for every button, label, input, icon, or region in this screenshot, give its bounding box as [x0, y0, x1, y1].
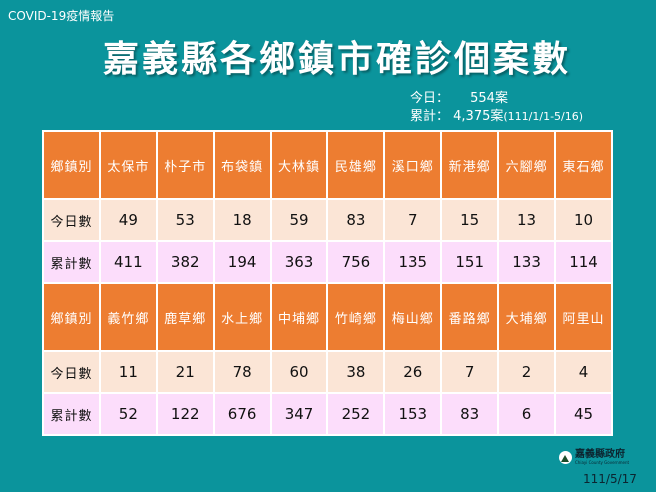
today-summary-label: 今日： [410, 91, 450, 106]
total-count: 676 [212, 392, 272, 436]
town-name: 番路鄉 [440, 282, 500, 352]
town-name: 大林鎮 [269, 130, 329, 200]
town-name: 竹崎鄉 [326, 282, 386, 352]
today-count: 38 [326, 350, 386, 394]
total-summary-label: 累計： [410, 109, 450, 124]
today-count: 18 [212, 198, 272, 242]
total-count: 45 [554, 392, 613, 436]
row-label-town: 鄉鎮別 [42, 130, 101, 200]
town-name: 朴子市 [155, 130, 215, 200]
total-count: 153 [383, 392, 443, 436]
total-count: 83 [440, 392, 500, 436]
today-count: 11 [98, 350, 158, 394]
today-count: 4 [554, 350, 613, 394]
total-count: 756 [326, 240, 386, 284]
today-count: 78 [212, 350, 272, 394]
town-name: 大埔鄉 [497, 282, 557, 352]
town-name: 布袋鎮 [212, 130, 272, 200]
report-tag: COVID-19疫情報告 [8, 9, 115, 23]
total-count-row: 累計數 52 122 676 347 252 153 83 6 45 [42, 392, 613, 436]
today-summary: 今日： 554案 [410, 90, 583, 108]
town-name: 義竹鄉 [98, 282, 158, 352]
total-count: 135 [383, 240, 443, 284]
town-name: 水上鄉 [212, 282, 272, 352]
town-name: 六腳鄉 [497, 130, 557, 200]
county-emblem-icon [559, 451, 572, 464]
total-count: 252 [326, 392, 386, 436]
today-count: 10 [554, 198, 613, 242]
town-name: 中埔鄉 [269, 282, 329, 352]
case-summary: 今日： 554案 累計： 4,375案(111/1/1-5/16) [410, 90, 583, 126]
town-case-table: 鄉鎮別 太保市 朴子市 布袋鎮 大林鎮 民雄鄉 溪口鄉 新港鄉 六腳鄉 東石鄉 … [42, 130, 613, 436]
today-count: 13 [497, 198, 557, 242]
town-name: 梅山鄉 [383, 282, 443, 352]
today-count-row: 今日數 49 53 18 59 83 7 15 13 10 [42, 198, 613, 242]
page-title: 嘉義縣各鄉鎮市確診個案數 [102, 39, 571, 80]
government-logo: 嘉義縣政府 Chiayi County Government [559, 450, 629, 465]
today-summary-value: 554案 [470, 91, 508, 106]
today-count-row: 今日數 11 21 78 60 38 26 7 2 4 [42, 350, 613, 394]
today-count: 15 [440, 198, 500, 242]
town-name: 東石鄉 [554, 130, 613, 200]
logo-subtitle: Chiayi County Government [575, 460, 630, 465]
logo-name: 嘉義縣政府 [575, 449, 625, 460]
report-date: 111/5/17 [583, 472, 637, 486]
today-count: 49 [98, 198, 158, 242]
town-name: 阿里山 [554, 282, 613, 352]
today-count: 7 [383, 198, 443, 242]
today-count: 83 [326, 198, 386, 242]
today-count: 60 [269, 350, 329, 394]
town-name: 新港鄉 [440, 130, 500, 200]
total-count: 151 [440, 240, 500, 284]
total-count-row: 累計數 411 382 194 363 756 135 151 133 114 [42, 240, 613, 284]
today-count: 59 [269, 198, 329, 242]
total-count: 6 [497, 392, 557, 436]
total-count: 114 [554, 240, 613, 284]
town-name: 太保市 [98, 130, 158, 200]
row-label-town: 鄉鎮別 [42, 282, 101, 352]
today-count: 26 [383, 350, 443, 394]
total-count: 122 [155, 392, 215, 436]
total-count: 52 [98, 392, 158, 436]
total-count: 382 [155, 240, 215, 284]
today-count: 53 [155, 198, 215, 242]
today-count: 21 [155, 350, 215, 394]
town-header-row: 鄉鎮別 義竹鄉 鹿草鄉 水上鄉 中埔鄉 竹崎鄉 梅山鄉 番路鄉 大埔鄉 阿里山 [42, 282, 613, 352]
today-count: 7 [440, 350, 500, 394]
total-count: 347 [269, 392, 329, 436]
town-header-row: 鄉鎮別 太保市 朴子市 布袋鎮 大林鎮 民雄鄉 溪口鄉 新港鄉 六腳鄉 東石鄉 [42, 130, 613, 200]
town-name: 民雄鄉 [326, 130, 386, 200]
today-count: 2 [497, 350, 557, 394]
total-count: 411 [98, 240, 158, 284]
town-name: 溪口鄉 [383, 130, 443, 200]
total-summary-value: 4,375案 [453, 109, 504, 124]
total-summary: 累計： 4,375案(111/1/1-5/16) [410, 108, 583, 126]
total-count: 133 [497, 240, 557, 284]
town-name: 鹿草鄉 [155, 282, 215, 352]
total-count: 363 [269, 240, 329, 284]
row-label-today: 今日數 [42, 198, 101, 242]
total-count: 194 [212, 240, 272, 284]
row-label-total: 累計數 [42, 392, 101, 436]
row-label-today: 今日數 [42, 350, 101, 394]
total-summary-range: (111/1/1-5/16) [503, 110, 584, 123]
row-label-total: 累計數 [42, 240, 101, 284]
